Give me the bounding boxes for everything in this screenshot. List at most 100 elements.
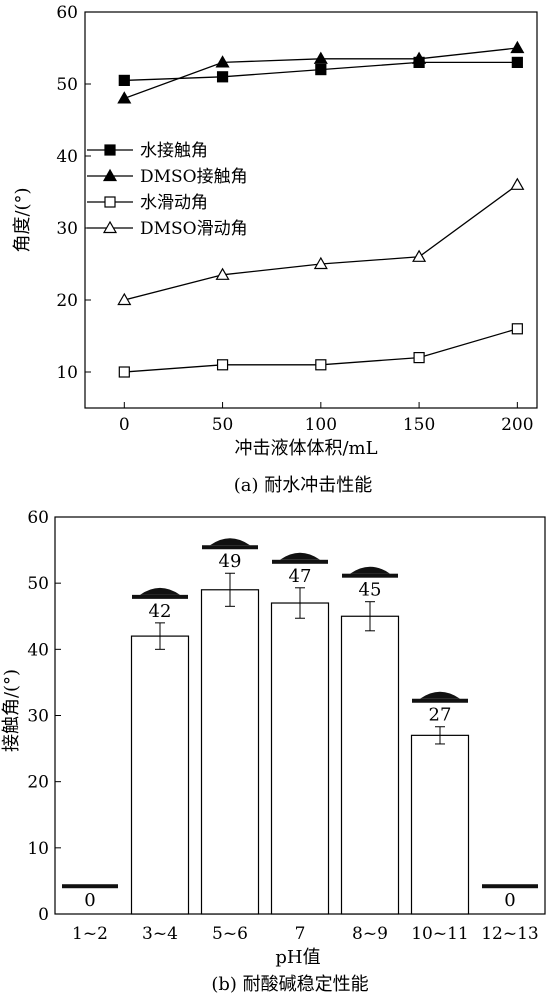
x-tick-label: 1~2: [72, 924, 108, 944]
bar-group: 0: [62, 884, 118, 911]
data-label: 47: [289, 566, 312, 587]
droplet-substrate: [132, 594, 188, 599]
data-label: 0: [84, 890, 95, 911]
droplet-substrate: [412, 698, 468, 703]
data-point: [216, 359, 229, 371]
y-tick-label: 20: [27, 773, 49, 793]
data-point: [511, 323, 523, 335]
x-tick-label: 12~13: [481, 924, 539, 944]
flat-film-icon: [482, 884, 538, 889]
x-tick-label: 8~9: [352, 924, 388, 944]
bar: [130, 635, 190, 915]
bar: [270, 602, 330, 915]
droplet-icon: [350, 566, 390, 574]
droplet-icon: [420, 691, 460, 699]
y-axis-title: 接触角/(°): [1, 669, 22, 752]
droplet-substrate: [342, 573, 398, 578]
y-tick-label: 10: [56, 363, 78, 383]
bar-group: 45: [340, 566, 400, 915]
legend-item: 水滑动角: [87, 193, 208, 213]
bar-group: 49: [200, 538, 260, 915]
data-point: [510, 40, 525, 54]
y-tick-label: 40: [56, 147, 78, 167]
data-point: [412, 51, 427, 64]
data-point: [216, 71, 229, 83]
y-tick-label: 20: [56, 291, 78, 311]
droplet-substrate: [202, 545, 258, 550]
legend-marker: [102, 220, 118, 234]
legend-label: DMSO滑动角: [140, 219, 248, 239]
y-tick-label: 60: [56, 3, 78, 23]
data-point: [313, 256, 328, 270]
x-axis-title: pH值: [275, 947, 320, 968]
data-point: [117, 91, 132, 104]
droplet-icon: [210, 538, 250, 546]
series-1: [118, 56, 523, 87]
data-point: [510, 177, 525, 190]
legend-marker: [104, 144, 116, 156]
x-tick-label: 3~4: [142, 924, 178, 944]
y-tick-label: 50: [27, 574, 49, 594]
bar-group: 0: [482, 884, 538, 911]
data-point: [117, 292, 132, 306]
legend-label: 水滑动角: [140, 193, 208, 213]
y-tick-label: 30: [27, 707, 49, 727]
data-point: [313, 51, 328, 64]
legend-item: DMSO接触角: [87, 167, 248, 187]
y-tick-label: 60: [27, 508, 49, 528]
legend-marker: [102, 168, 118, 182]
legend-item: 水接触角: [87, 141, 208, 161]
y-tick-label: 30: [56, 219, 78, 239]
y-tick-label: 0: [38, 905, 49, 925]
data-point: [412, 249, 427, 262]
legend-label: 水接触角: [140, 141, 208, 161]
x-tick-label: 50: [212, 415, 234, 435]
data-point: [118, 74, 130, 87]
bar-group: 27: [410, 691, 470, 915]
data-point: [511, 56, 523, 69]
y-tick-label: 50: [56, 75, 78, 95]
data-label: 49: [219, 551, 242, 572]
y-axis-title: 角度/(°): [12, 187, 33, 252]
series-4: [117, 177, 525, 306]
plot-frame: [84, 11, 538, 409]
data-point: [118, 366, 130, 378]
data-point: [215, 55, 230, 68]
data-point: [315, 63, 327, 76]
data-point: [413, 352, 425, 364]
x-tick-label: 10~11: [411, 924, 469, 944]
bar: [200, 589, 260, 915]
data-label: 42: [149, 601, 172, 622]
droplet-icon: [280, 552, 320, 560]
caption-a: (a) 耐水冲击性能: [234, 475, 373, 496]
droplet-substrate: [272, 559, 328, 564]
series-3: [118, 323, 523, 378]
legend-item: DMSO滑动角: [87, 219, 248, 239]
data-label: 45: [359, 580, 382, 601]
caption-b: (b) 耐酸碱稳定性能: [211, 974, 368, 995]
y-tick-label: 40: [27, 640, 49, 660]
x-tick-label: 5~6: [212, 924, 248, 944]
bar-group: 47: [270, 552, 330, 915]
x-axis-title: 冲击液体体积/mL: [234, 438, 377, 459]
bar-group: 42: [130, 587, 190, 915]
data-point: [215, 267, 230, 280]
legend-marker: [104, 196, 116, 208]
data-label: 0: [504, 890, 515, 911]
chart-b: 0 10 20 30 40 50 60 0 1~2 42 3~4 49 5~6 47 7 45 8~9 27 10~…: [1, 508, 546, 995]
legend-label: DMSO接触角: [140, 167, 248, 187]
x-tick-label: 7: [295, 924, 306, 944]
bar: [410, 734, 470, 915]
data-label: 27: [429, 705, 452, 726]
flat-film-icon: [62, 884, 118, 889]
bar: [340, 615, 400, 915]
y-tick-label: 10: [27, 839, 49, 859]
x-tick-label: 0: [119, 415, 130, 435]
data-point: [315, 359, 327, 371]
x-tick-label: 100: [305, 415, 337, 435]
droplet-icon: [140, 587, 180, 595]
